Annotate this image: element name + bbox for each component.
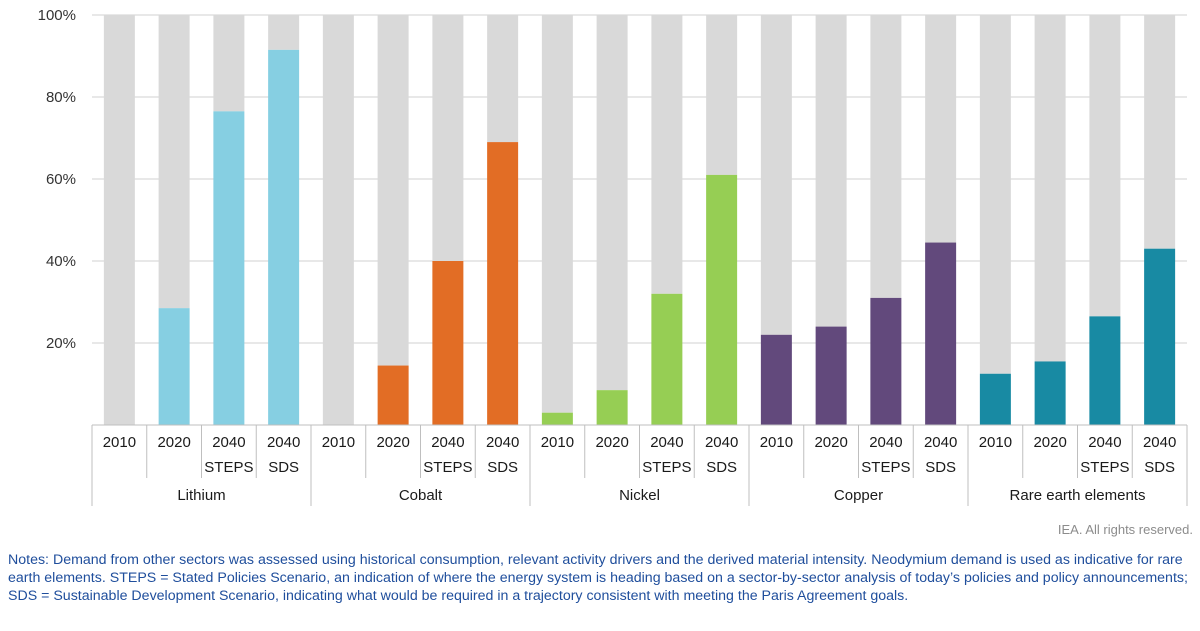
- bar-other-copper-0: [760, 15, 792, 335]
- x-tick-year: 2020: [1033, 434, 1066, 451]
- bar-cobalt-1: [377, 365, 409, 425]
- bar-nickel-0: [541, 412, 573, 425]
- x-tick-year: 2010: [979, 434, 1012, 451]
- bar-other-nickel-0: [541, 15, 573, 413]
- bar-other-lithium-1: [158, 15, 190, 309]
- x-tick-year: 2010: [322, 434, 355, 451]
- bar-lithium-2: [213, 111, 245, 425]
- bar-other-cobalt-1: [377, 15, 409, 366]
- bar-lithium-1: [158, 308, 190, 425]
- x-tick-scenario: SDS: [706, 459, 737, 476]
- y-tick-label: 100%: [38, 7, 76, 24]
- bar-other-rare-earth-elements-3: [1144, 15, 1176, 249]
- bar-copper-0: [760, 334, 792, 425]
- bar-chart: 20% 40% 60% 80% 100% 2010 2020 2040 STEPS 2040 SDS…: [38, 7, 1188, 506]
- bar-other-lithium-0: [103, 15, 135, 425]
- x-tick-scenario: STEPS: [204, 459, 253, 476]
- x-tick-year: 2020: [157, 434, 190, 451]
- bar-lithium-3: [268, 49, 300, 425]
- bar-nickel-2: [651, 293, 683, 425]
- bar-other-rare-earth-elements-0: [979, 15, 1011, 374]
- x-tick-year: 2040: [486, 434, 519, 451]
- x-tick-scenario: STEPS: [1080, 459, 1129, 476]
- x-tick-year: 2040: [869, 434, 902, 451]
- bar-copper-1: [815, 326, 847, 425]
- bar-other-copper-1: [815, 15, 847, 327]
- y-tick-label: 80%: [46, 89, 76, 106]
- x-tick-year: 2010: [541, 434, 574, 451]
- x-tick-year: 2020: [814, 434, 847, 451]
- x-tick-scenario: SDS: [487, 459, 518, 476]
- bar-other-lithium-2: [213, 15, 245, 112]
- bar-rare-earth-elements-3: [1144, 248, 1176, 425]
- x-tick-year: 2040: [650, 434, 683, 451]
- bar-cobalt-2: [432, 261, 464, 425]
- bar-nickel-3: [706, 174, 738, 425]
- bar-other-cobalt-0: [322, 15, 354, 425]
- bar-cobalt-3: [487, 142, 519, 425]
- x-tick-year: 2010: [760, 434, 793, 451]
- bar-other-rare-earth-elements-2: [1089, 15, 1121, 317]
- bar-copper-2: [870, 297, 902, 425]
- bar-nickel-1: [596, 390, 628, 425]
- x-group-label: Copper: [834, 487, 883, 504]
- y-tick-label: 60%: [46, 171, 76, 188]
- x-group-label: Cobalt: [399, 487, 443, 504]
- x-tick-year: 2040: [267, 434, 300, 451]
- x-tick-scenario: SDS: [925, 459, 956, 476]
- bar-other-rare-earth-elements-1: [1034, 15, 1066, 362]
- x-tick-year: 2040: [212, 434, 245, 451]
- x-tick-year: 2040: [705, 434, 738, 451]
- bar-other-copper-3: [925, 15, 957, 243]
- bar-other-nickel-3: [706, 15, 738, 175]
- bar-rare-earth-elements-0: [979, 373, 1011, 425]
- x-group-label: Lithium: [177, 487, 225, 504]
- x-tick-year: 2040: [924, 434, 957, 451]
- x-group-label: Rare earth elements: [1010, 487, 1146, 504]
- bar-other-copper-2: [870, 15, 902, 298]
- x-group-label: Nickel: [619, 487, 660, 504]
- bar-other-cobalt-3: [487, 15, 519, 143]
- x-tick-scenario: STEPS: [861, 459, 910, 476]
- bar-other-nickel-1: [596, 15, 628, 391]
- bar-rare-earth-elements-1: [1034, 361, 1066, 425]
- x-tick-scenario: STEPS: [423, 459, 472, 476]
- bar-other-cobalt-2: [432, 15, 464, 261]
- x-tick-year: 2040: [431, 434, 464, 451]
- x-tick-year: 2020: [595, 434, 628, 451]
- bar-other-nickel-2: [651, 15, 683, 294]
- chart-notes: Notes: Demand from other sectors was ass…: [8, 552, 1188, 604]
- x-tick-year: 2040: [1088, 434, 1121, 451]
- bar-rare-earth-elements-2: [1089, 316, 1121, 425]
- y-tick-label: 40%: [46, 253, 76, 270]
- y-tick-label: 20%: [46, 335, 76, 352]
- bar-copper-3: [925, 242, 957, 425]
- x-tick-year: 2010: [103, 434, 136, 451]
- bar-other-lithium-3: [268, 15, 300, 50]
- x-tick-scenario: SDS: [268, 459, 299, 476]
- copyright-label: IEA. All rights reserved.: [1057, 522, 1193, 537]
- x-tick-scenario: STEPS: [642, 459, 691, 476]
- x-tick-year: 2040: [1143, 434, 1176, 451]
- x-tick-year: 2020: [376, 434, 409, 451]
- x-tick-scenario: SDS: [1144, 459, 1175, 476]
